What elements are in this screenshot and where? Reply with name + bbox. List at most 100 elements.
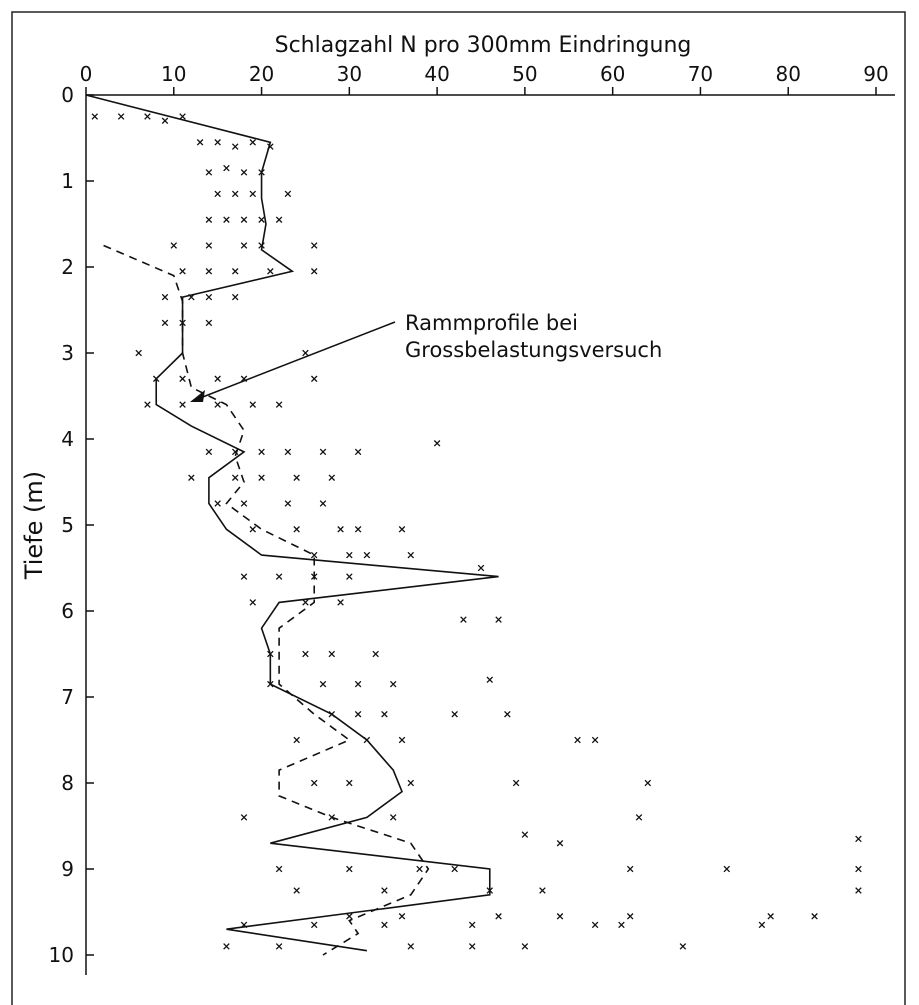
data-point [310,921,318,929]
data-point [275,865,283,873]
data-point [389,680,397,688]
y-tick-label: 9 [61,857,74,881]
data-point [179,268,186,275]
data-point [231,293,239,301]
data-point [346,551,353,559]
data-point [275,573,283,580]
data-point [240,242,248,249]
data-point [758,921,766,929]
data-point [240,216,248,223]
data-point [231,190,239,198]
y-tick-label: 10 [49,943,74,967]
data-point [214,500,221,507]
data-point [152,375,160,383]
data-point [205,268,213,275]
data-point [267,650,274,658]
y-tick-label: 3 [61,341,74,365]
data-point [293,887,300,894]
x-tick-label: 30 [337,62,362,86]
data-point [240,573,248,580]
data-point [231,143,239,150]
data-point [293,526,300,533]
data-point [267,680,274,688]
data-point [249,190,257,198]
data-point [161,293,169,301]
x-tick-label: 20 [249,62,274,86]
x-axis-label: Schlagzahl N pro 300mm Eindringung [275,33,692,58]
x-tick-label: 60 [600,62,625,86]
data-point [258,474,265,481]
data-point [196,139,204,146]
data-point [521,943,529,950]
data-point [214,139,221,146]
data-point [635,814,643,821]
data-point [240,921,248,929]
data-point [275,216,283,223]
data-point [275,943,283,950]
data-point [161,319,169,327]
data-point [354,680,362,688]
data-point [223,943,230,950]
data-point [767,913,774,920]
data-point [310,268,318,275]
solid-line [85,94,499,952]
data-point [223,216,230,223]
x-tick-label: 0 [80,62,93,86]
data-point [310,551,318,559]
data-point [188,293,195,301]
data-point [284,500,292,507]
data-point [284,448,292,456]
data-point [354,448,362,456]
data-point [618,921,625,929]
data-point [231,474,239,481]
data-point [240,169,248,176]
data-point [179,401,186,408]
data-point [214,190,221,198]
data-point [398,736,406,744]
data-point [363,551,371,559]
data-point [407,551,415,559]
y-axis-label: Tiefe (m) [20,471,48,580]
data-point [407,779,415,787]
data-point [328,814,336,821]
arrow-head [190,390,205,402]
data-point [626,865,634,873]
data-point [468,943,476,950]
data-point [354,710,362,718]
data-point [363,736,371,744]
data-point [144,401,151,408]
data-point [179,319,186,327]
data-point [811,913,818,920]
data-point [302,650,309,658]
data-point [205,293,213,301]
data-point [486,887,494,894]
y-tick-label: 2 [61,255,74,279]
annotation-arrow [194,321,396,401]
dashed-line [103,244,430,956]
data-point [258,169,265,176]
y-tick-label: 0 [61,83,74,107]
y-tick-label: 6 [61,599,74,623]
data-point [337,526,344,533]
data-point [723,865,731,873]
data-point [205,169,213,176]
data-point [451,710,458,718]
data-point [486,676,494,684]
data-point [416,865,423,873]
x-tick-label: 80 [775,62,800,86]
data-point [644,779,652,787]
data-point [249,401,257,408]
data-point [144,113,151,120]
data-point [381,710,388,718]
annotation: Grossbelastungsversuch [405,338,662,362]
x-tick-label: 10 [161,62,186,86]
data-point [161,117,169,125]
data-point [556,913,564,920]
data-point [205,319,213,327]
data-point [398,526,406,533]
data-point [521,831,529,838]
data-point [240,375,248,383]
data-point [240,814,248,821]
data-point [310,779,318,787]
